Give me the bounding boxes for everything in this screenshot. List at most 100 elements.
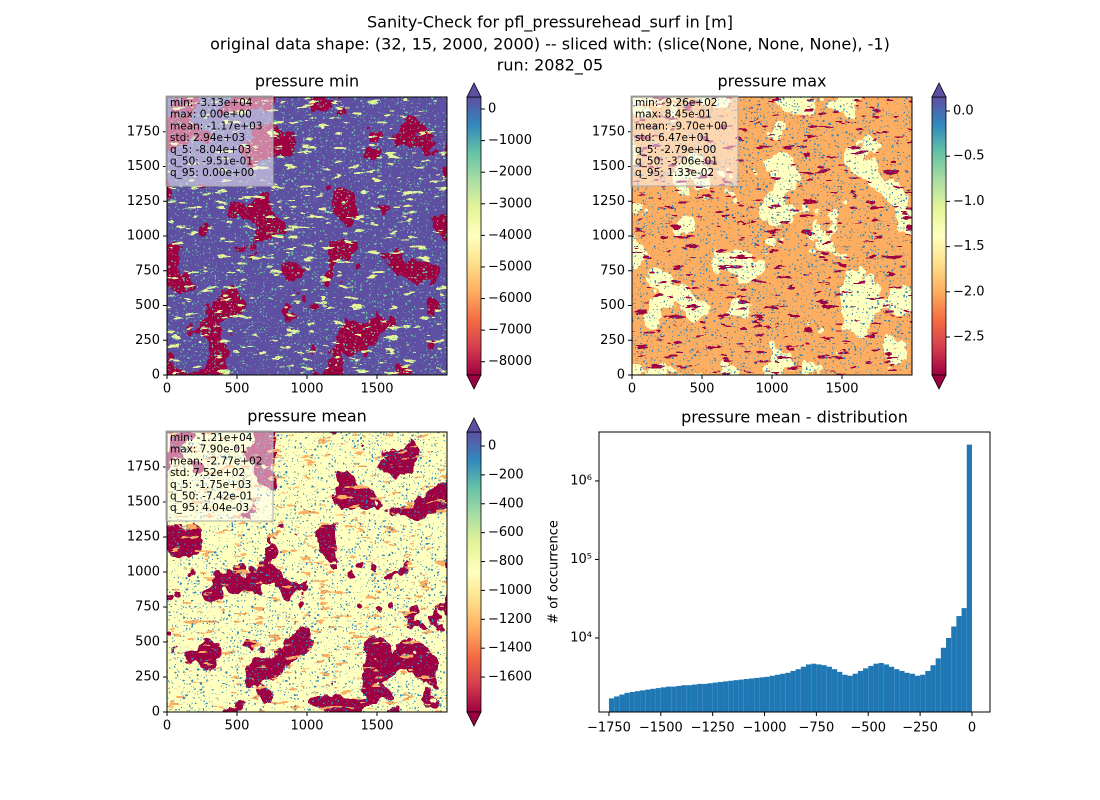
y-tick-label: 0 [617, 368, 625, 383]
histogram-bar [821, 665, 827, 712]
stats-line: std: 2.94e+03 [170, 132, 245, 144]
histogram-bar [878, 662, 884, 712]
stats-line: max: 7.90e-01 [170, 444, 247, 456]
histogram-bar [738, 679, 744, 712]
colorbar-tick-label: −5000 [488, 259, 532, 274]
y-tick-label: 1750 [127, 460, 160, 475]
histogram-bar [935, 658, 941, 712]
stats-line: std: 6.47e+01 [635, 132, 710, 144]
colorbar-tick-label: −4000 [488, 228, 532, 243]
histogram-bar [868, 665, 874, 712]
y-tick-label: 250 [600, 333, 625, 348]
colorbar-tick-label: −6000 [488, 291, 532, 306]
figure-subtitle: original data shape: (32, 15, 2000, 2000… [210, 35, 890, 54]
histogram-bar [920, 674, 926, 712]
x-tick-label: 1000 [290, 719, 323, 734]
y-tick-label: 0 [152, 368, 160, 383]
histogram-bar [816, 664, 822, 712]
colorbar-tick-label: −1600 [488, 670, 532, 685]
x-tick-label: −1000 [743, 721, 787, 736]
colorbar-tick-label: −800 [488, 554, 524, 569]
x-tick-label: 0 [163, 382, 171, 397]
histogram-bar [671, 686, 677, 712]
histogram-bar [956, 616, 962, 712]
y-tick-label: 1500 [127, 159, 160, 174]
stats-line: q_95: 1.33e-02 [635, 167, 714, 179]
histogram-bar [800, 666, 807, 712]
x-tick-label: 500 [225, 719, 250, 734]
stats-line: q_50: -9.51e-01 [170, 156, 253, 168]
histogram-bar [702, 683, 708, 712]
y-tick-label: 250 [135, 333, 160, 348]
colorbar-extend [466, 711, 482, 727]
histogram-bar [619, 694, 625, 712]
colorbar-extend [466, 374, 482, 390]
y-tick-label: 1750 [127, 124, 160, 139]
histogram-bar [774, 674, 781, 712]
subplot-title: pressure min [255, 72, 359, 91]
histogram-bar [681, 685, 687, 712]
x-tick-label: −250 [902, 721, 938, 736]
colorbar-extend [466, 82, 482, 98]
histogram-bar [769, 675, 775, 712]
y-tick-label: 750 [600, 263, 625, 278]
stats-line: q_50: -7.42e-01 [170, 491, 253, 503]
histogram-bar [873, 663, 879, 712]
y-tick-label: 1000 [127, 229, 160, 244]
colorbar-tick-label: −2.0 [953, 284, 985, 299]
histogram-bar [733, 680, 739, 712]
colorbar-tick-label: −2000 [488, 165, 532, 180]
histogram-bar [842, 674, 848, 712]
y-axis-label: # of occurrence [547, 520, 562, 624]
y-tick-label: 1500 [592, 159, 625, 174]
x-tick-label: 1500 [360, 382, 393, 397]
stats-line: min: -1.21e+04 [170, 432, 253, 444]
x-tick-label: 1500 [825, 382, 858, 397]
histogram-bar [624, 692, 630, 712]
x-tick-label: 1000 [755, 382, 788, 397]
histogram-bar [909, 673, 915, 712]
y-tick-label: 1250 [127, 194, 160, 209]
colorbar-tick-label: −8000 [488, 354, 532, 369]
x-tick-label: 500 [690, 382, 715, 397]
stats-line: q_5: -1.75e+03 [170, 479, 251, 491]
histogram-bar [837, 671, 843, 712]
stats-box [165, 430, 274, 522]
colorbar-extend [931, 374, 947, 390]
histogram-bar [650, 688, 656, 712]
colorbar-tick-label: −600 [488, 525, 524, 540]
histogram-bar [660, 687, 666, 712]
colorbar-tick-label: 0 [488, 439, 496, 454]
subplot-title: pressure mean - distribution [681, 408, 908, 427]
histogram-bar [707, 683, 713, 712]
colorbar-tick-label: −2.5 [953, 330, 985, 345]
stats-line: mean: -1.17e+03 [170, 120, 262, 132]
colorbar-tick-label: 0.0 [953, 104, 974, 119]
histogram-bar [629, 691, 635, 712]
histogram-bar [608, 698, 615, 712]
stats-line: q_95: 0.00e+00 [170, 167, 254, 179]
y-tick-label: 1750 [592, 124, 625, 139]
histogram-bar [852, 673, 858, 712]
stats-line: max: 8.45e-01 [635, 109, 712, 121]
stats-line: min: -3.13e+04 [170, 97, 253, 109]
y-tick-label: 1000 [127, 565, 160, 580]
histogram-bar [904, 672, 910, 712]
colorbar [931, 96, 947, 376]
histogram-bar [888, 666, 895, 712]
histogram-bar [655, 688, 661, 712]
y-tick-label: 250 [135, 670, 160, 685]
colorbar-tick-label: −0.5 [953, 149, 985, 164]
histogram-bar [946, 637, 952, 712]
stats-box [165, 95, 274, 187]
colorbar-tick-label: −1200 [488, 612, 532, 627]
stats-line: q_5: -2.79e+00 [635, 144, 716, 156]
y-tick-label: 1250 [127, 530, 160, 545]
x-tick-label: −1250 [691, 721, 735, 736]
colorbar-extend [931, 82, 947, 98]
x-tick-label: −500 [850, 721, 886, 736]
figure-run: run: 2082_05 [497, 56, 603, 76]
colorbar-tick-label: −3000 [488, 196, 532, 211]
stats-line: min: -9.26e+02 [635, 97, 717, 109]
histogram-bar [728, 680, 734, 712]
